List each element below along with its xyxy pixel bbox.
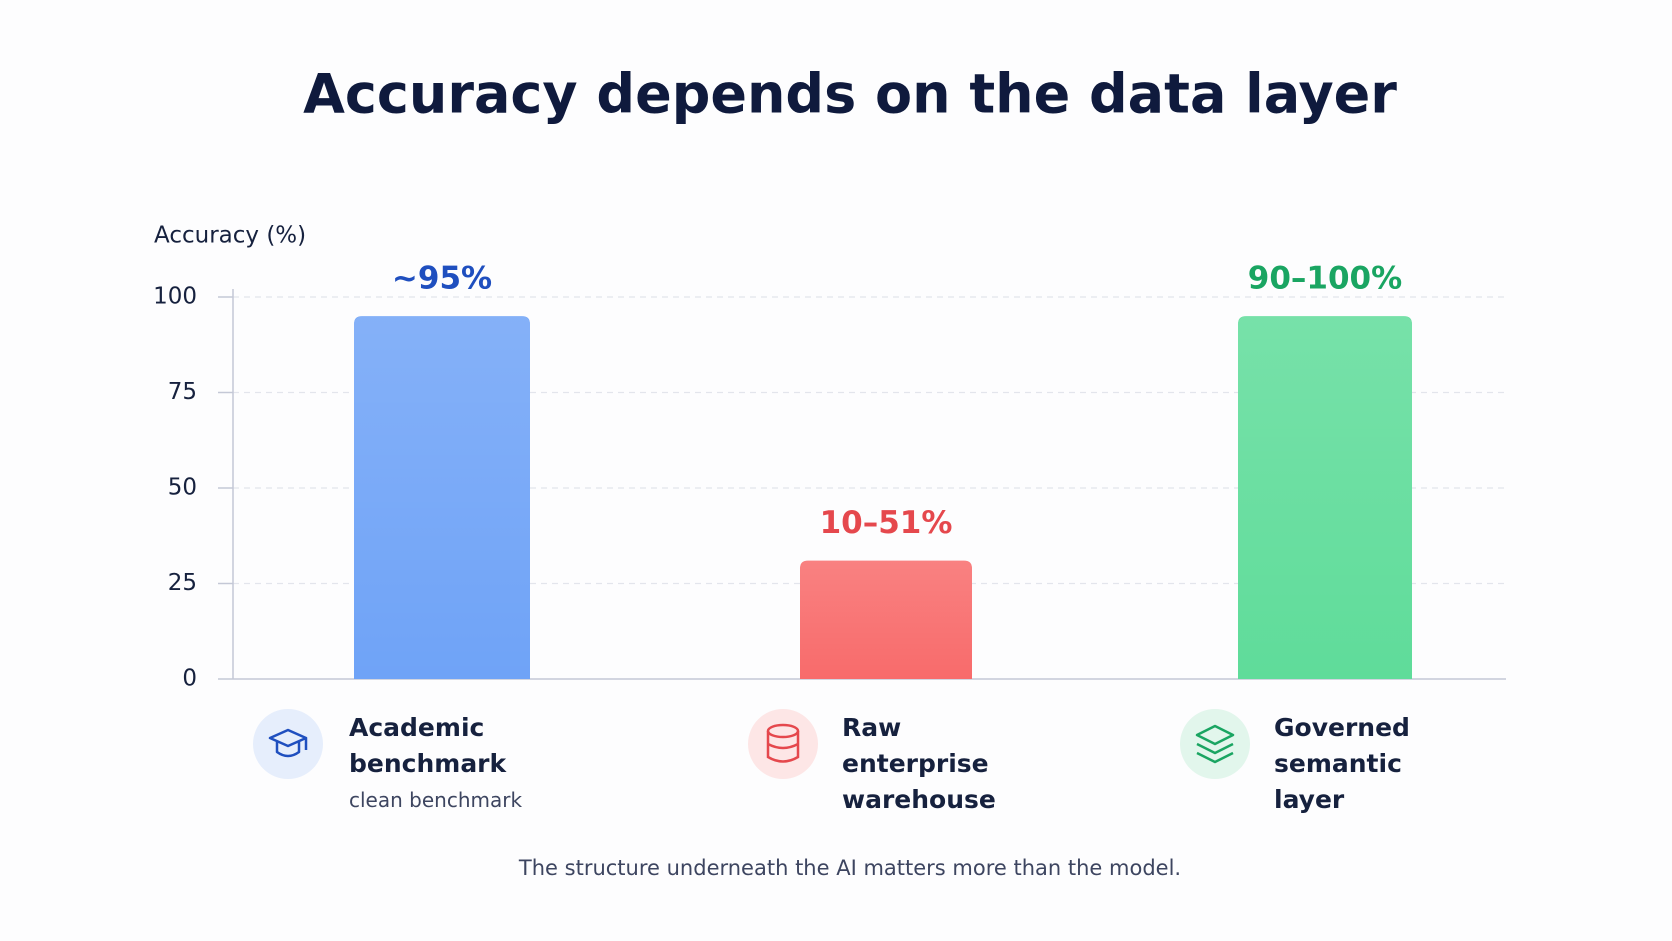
category-name: Academic benchmark [349,713,507,778]
value-label: ~95% [392,261,492,297]
bar-sheen [1238,316,1412,679]
category-label: Raw enterprise warehouse [842,710,1042,818]
y-tick-label: 50 [168,475,197,501]
icon-layers [1180,709,1250,779]
y-axis-label: Accuracy (%) [154,223,306,249]
value-label: 90–100% [1248,261,1402,297]
bar-sheen [800,560,972,679]
icon-academic [253,709,323,779]
icon-database [748,709,818,779]
category-note: clean benchmark [349,788,523,812]
footnote: The structure underneath the AI matters … [518,856,1181,880]
category-label: Governed semantic layer [1274,710,1464,818]
y-tick-label: 25 [168,570,197,596]
y-tick-label: 0 [182,666,197,692]
chart-title: Accuracy depends on the data layer [303,63,1397,126]
category-name: Governed semantic layer [1274,713,1410,814]
category-label: Academic benchmark clean benchmark [349,710,649,818]
y-tick-label: 75 [168,379,197,405]
bar-sheen [354,316,530,679]
y-tick-label: 100 [153,284,197,310]
category-name: Raw enterprise warehouse [842,713,996,814]
value-label: 10–51% [820,505,953,541]
